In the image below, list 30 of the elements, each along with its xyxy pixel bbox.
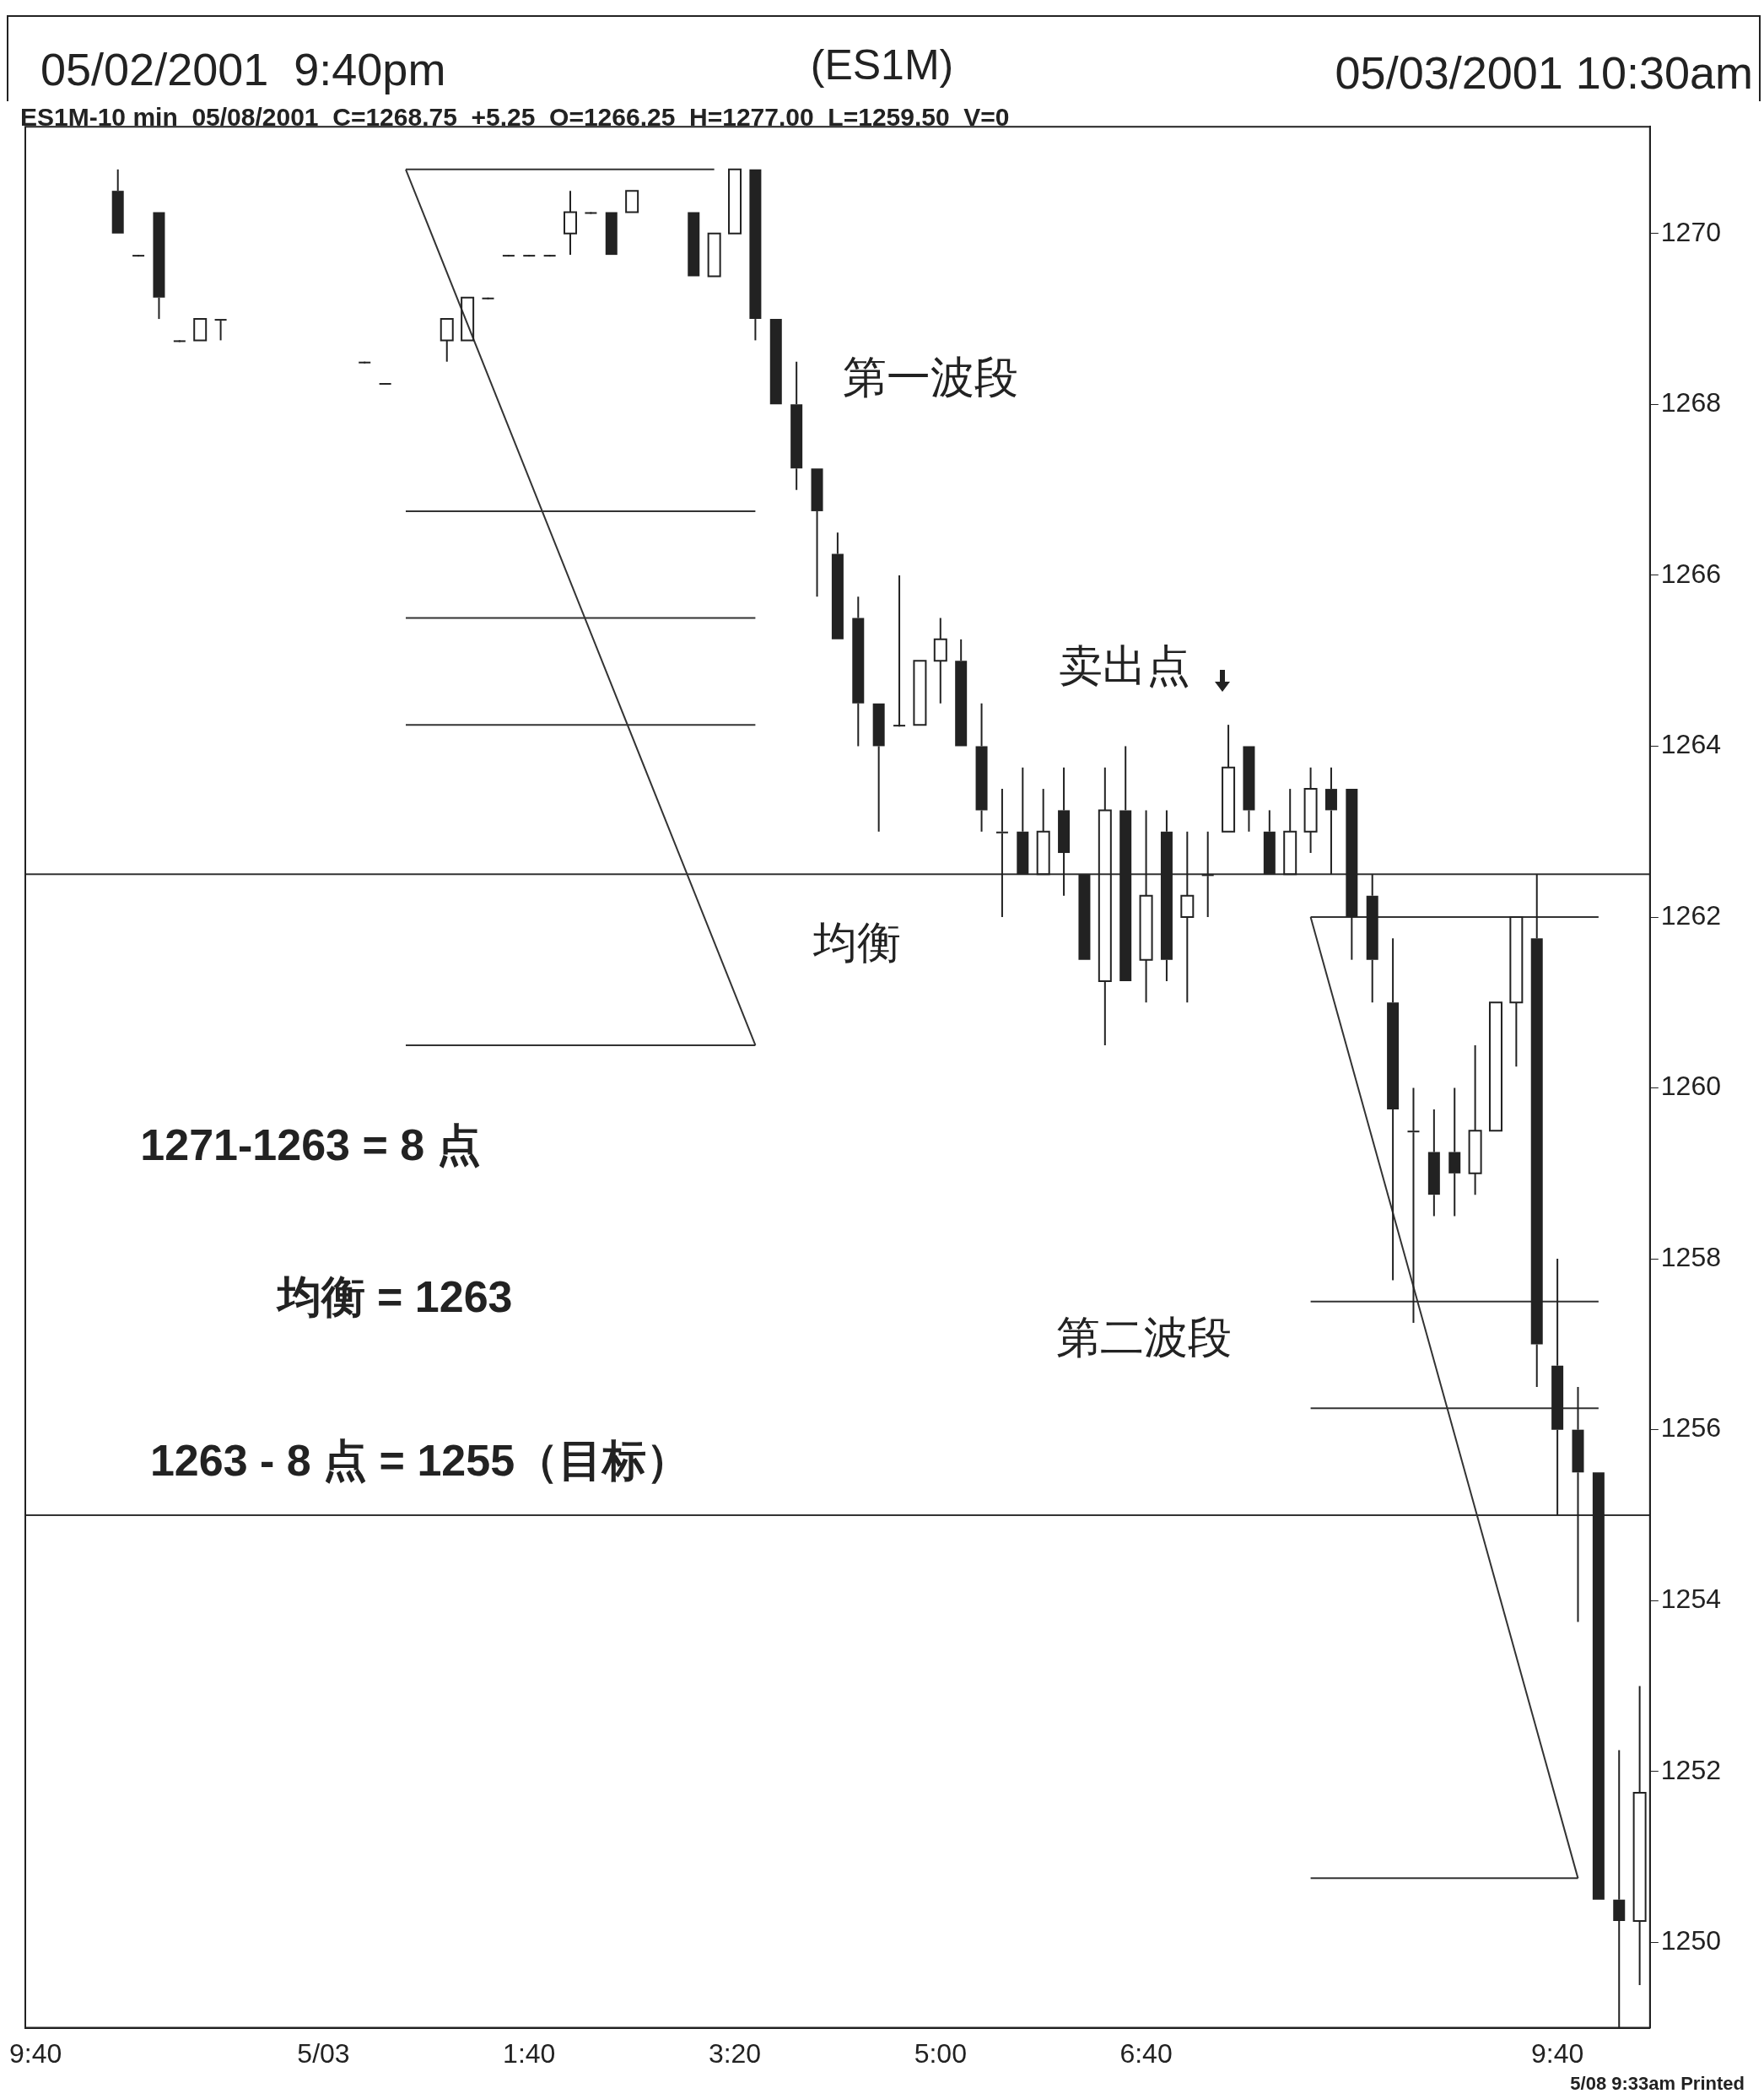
y-tick-label: 1250 <box>1660 1925 1721 1956</box>
x-tick-label: 3:20 <box>708 2037 762 2069</box>
text: 05/02/2001 9:40pm <box>40 43 446 95</box>
text: 05/03/2001 10:30am <box>1335 46 1753 99</box>
y-tick-label: 1254 <box>1660 1584 1721 1615</box>
y-tick-label: 1264 <box>1660 729 1721 760</box>
annotation: 1271-1263 = 8 点 <box>140 1120 481 1171</box>
x-tick-label: 5/03 <box>297 2037 350 2069</box>
chart-title: (ES1M) <box>810 41 954 89</box>
x-tick-label: 6:40 <box>1119 2037 1173 2069</box>
chart-subtitle: ES1M-10 min 05/08/2001 C=1268.75 +5.25 O=1266.25 H=1277.00 L=1259.50 V=0 <box>20 103 1010 132</box>
y-tick-label: 1268 <box>1660 387 1721 418</box>
annotation: 第二波段 <box>1056 1312 1232 1363</box>
y-tick-label: 1260 <box>1660 1071 1721 1102</box>
x-tick-label: 5:00 <box>914 2037 967 2069</box>
y-tick-label: 1262 <box>1660 899 1721 931</box>
y-tick-label: 1258 <box>1660 1241 1721 1272</box>
annotation: 1263 - 8 点 = 1255（目标） <box>149 1435 691 1487</box>
annotation: 卖出点 <box>1059 640 1190 692</box>
text: 5/08 9:33am Printed <box>1570 2073 1745 2095</box>
annotation: 第一波段 <box>843 352 1018 403</box>
y-tick-label: 1266 <box>1660 558 1721 589</box>
y-tick-label: 1256 <box>1660 1412 1721 1443</box>
y-tick-label: 1252 <box>1660 1754 1721 1785</box>
x-tick-label: 9:40 <box>1530 2037 1584 2069</box>
annotation: 均衡 <box>813 917 901 969</box>
x-tick-label: 1:40 <box>503 2037 556 2069</box>
y-tick-label: 1270 <box>1660 216 1721 247</box>
annotation: 均衡 = 1263 <box>277 1271 513 1323</box>
x-tick-label: 9:40 <box>9 2037 62 2069</box>
